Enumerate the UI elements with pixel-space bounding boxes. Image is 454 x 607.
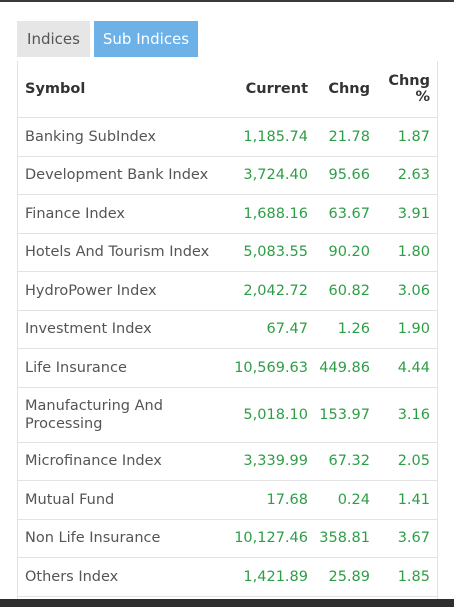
cell-chng-percent: 3.16 bbox=[373, 387, 437, 443]
cell-symbol: HydroPower Index bbox=[18, 271, 226, 311]
cell-symbol: Manufacturing And Processing bbox=[18, 387, 226, 443]
cell-chng: 1.26 bbox=[312, 310, 373, 349]
cell-chng-percent: 1.41 bbox=[373, 480, 437, 520]
cell-symbol: Others Index bbox=[18, 557, 226, 597]
tab-sub-indices[interactable]: Sub Indices bbox=[94, 21, 198, 57]
table-row[interactable]: Manufacturing And Processing 5,018.10 153.… bbox=[18, 387, 437, 443]
cell-current: 5,083.55 bbox=[226, 233, 312, 272]
cell-chng-percent: 1.80 bbox=[373, 233, 437, 272]
cell-chng-percent: 4.44 bbox=[373, 348, 437, 388]
table-row[interactable]: Mutual Fund 17.68 0.24 1.41 bbox=[18, 480, 437, 520]
header-symbol[interactable]: Symbol bbox=[18, 61, 226, 118]
tab-indices[interactable]: Indices bbox=[17, 21, 90, 57]
cell-chng: 63.67 bbox=[312, 194, 373, 234]
sub-indices-table: Symbol Current Chng Chng % Banking SubIn… bbox=[18, 61, 437, 597]
cell-symbol: Finance Index bbox=[18, 194, 226, 234]
sub-indices-table-container[interactable]: Symbol Current Chng Chng % Banking SubIn… bbox=[17, 61, 438, 599]
cell-current: 67.47 bbox=[226, 310, 312, 349]
cell-current: 10,569.63 bbox=[226, 348, 312, 388]
cell-current: 3,339.99 bbox=[226, 442, 312, 481]
cell-chng-percent: 3.06 bbox=[373, 271, 437, 311]
table-row[interactable]: Investment Index 67.47 1.26 1.90 bbox=[18, 310, 437, 349]
cell-current: 3,724.40 bbox=[226, 156, 312, 195]
cell-chng-percent: 3.67 bbox=[373, 519, 437, 558]
table-row[interactable]: Development Bank Index 3,724.40 95.66 2.63 bbox=[18, 156, 437, 195]
cell-symbol: Hotels And Tourism Index bbox=[18, 233, 226, 272]
window-bottom-bar bbox=[0, 599, 454, 607]
window-top-border bbox=[0, 0, 454, 2]
cell-chng: 0.24 bbox=[312, 480, 373, 520]
cell-current: 1,421.89 bbox=[226, 557, 312, 597]
cell-current: 1,185.74 bbox=[226, 117, 312, 157]
cell-chng-percent: 2.63 bbox=[373, 156, 437, 195]
table-row[interactable]: Others Index 1,421.89 25.89 1.85 bbox=[18, 557, 437, 597]
cell-chng: 67.32 bbox=[312, 442, 373, 481]
cell-chng: 90.20 bbox=[312, 233, 373, 272]
table-row[interactable]: HydroPower Index 2,042.72 60.82 3.06 bbox=[18, 271, 437, 311]
cell-symbol: Development Bank Index bbox=[18, 156, 226, 195]
header-chng-percent-line2: % bbox=[415, 89, 430, 105]
table-row[interactable]: Hotels And Tourism Index 5,083.55 90.20 1.8… bbox=[18, 233, 437, 272]
cell-chng: 449.86 bbox=[312, 348, 373, 388]
cell-chng-percent: 1.87 bbox=[373, 117, 437, 157]
cell-chng-percent: 1.90 bbox=[373, 310, 437, 349]
cell-current: 10,127.46 bbox=[226, 519, 312, 558]
cell-symbol: Microfinance Index bbox=[18, 442, 226, 481]
header-chng-percent-line1: Chng bbox=[388, 73, 430, 89]
cell-current: 17.68 bbox=[226, 480, 312, 520]
cell-symbol: Life Insurance bbox=[18, 348, 226, 388]
table-header-row: Symbol Current Chng Chng % bbox=[18, 61, 437, 118]
cell-symbol: Investment Index bbox=[18, 310, 226, 349]
cell-current: 1,688.16 bbox=[226, 194, 312, 234]
cell-current: 2,042.72 bbox=[226, 271, 312, 311]
cell-chng: 95.66 bbox=[312, 156, 373, 195]
index-tabs: Indices Sub Indices bbox=[17, 21, 198, 57]
header-chng-percent[interactable]: Chng % bbox=[373, 61, 437, 118]
table-row[interactable]: Microfinance Index 3,339.99 67.32 2.05 bbox=[18, 442, 437, 481]
header-chng[interactable]: Chng bbox=[312, 61, 373, 118]
table-row[interactable]: Non Life Insurance 10,127.46 358.81 3.67 bbox=[18, 519, 437, 558]
cell-chng: 21.78 bbox=[312, 117, 373, 157]
cell-chng-percent: 1.85 bbox=[373, 557, 437, 597]
cell-chng: 60.82 bbox=[312, 271, 373, 311]
cell-symbol: Banking SubIndex bbox=[18, 117, 226, 157]
table-row[interactable]: Life Insurance 10,569.63 449.86 4.44 bbox=[18, 348, 437, 388]
header-current[interactable]: Current bbox=[226, 61, 312, 118]
cell-chng-percent: 2.05 bbox=[373, 442, 437, 481]
table-row[interactable]: Banking SubIndex 1,185.74 21.78 1.87 bbox=[18, 117, 437, 157]
cell-chng: 153.97 bbox=[312, 387, 373, 443]
cell-current: 5,018.10 bbox=[226, 387, 312, 443]
cell-symbol: Non Life Insurance bbox=[18, 519, 226, 558]
cell-symbol: Mutual Fund bbox=[18, 480, 226, 520]
cell-chng-percent: 3.91 bbox=[373, 194, 437, 234]
cell-chng: 25.89 bbox=[312, 557, 373, 597]
cell-chng: 358.81 bbox=[312, 519, 373, 558]
table-row[interactable]: Finance Index 1,688.16 63.67 3.91 bbox=[18, 194, 437, 234]
